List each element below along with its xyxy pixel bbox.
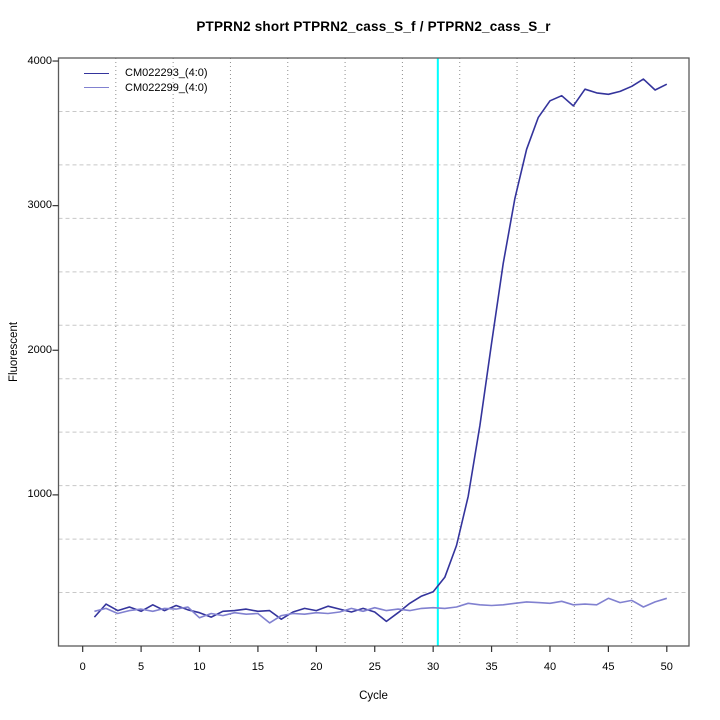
x-tick-label: 10 bbox=[193, 661, 206, 673]
x-tick-label: 20 bbox=[310, 661, 323, 673]
x-tick-label: 40 bbox=[543, 661, 557, 673]
legend-label-series-2: CM022299_(4:0) bbox=[125, 81, 208, 94]
x-tick-label: 0 bbox=[79, 661, 86, 673]
series-curve-1 bbox=[93, 78, 668, 623]
x-tick-label: 45 bbox=[602, 661, 615, 673]
series-curve-2 bbox=[94, 597, 668, 624]
legend-label-series-1: CM022293_(4:0) bbox=[125, 67, 208, 80]
x-tick-label: 30 bbox=[427, 661, 440, 673]
chart-title: PTPRN2 short PTPRN2_cass_S_f / PTPRN2_ca… bbox=[196, 19, 551, 34]
x-tick-label: 25 bbox=[368, 661, 381, 673]
series-2-line-swatch bbox=[84, 87, 109, 89]
y-tick-label: 2000 bbox=[27, 343, 52, 356]
x-tick-label: 35 bbox=[485, 661, 498, 673]
y-tick-label: 1000 bbox=[27, 488, 52, 501]
x-tick-label: 50 bbox=[660, 661, 673, 673]
legend-item: CM022293_(4:0) bbox=[84, 66, 208, 81]
x-tick-label: 5 bbox=[138, 661, 145, 673]
series-1-line-swatch bbox=[84, 72, 109, 74]
x-axis-label: Cycle bbox=[359, 690, 388, 702]
y-tick-label: 4000 bbox=[27, 54, 52, 67]
legend-item: CM022299_(4:0) bbox=[84, 81, 208, 96]
y-tick-label: 3000 bbox=[27, 199, 52, 212]
plot-box-border bbox=[57, 57, 690, 647]
legend: CM022293_(4:0) CM022299_(4:0) bbox=[84, 66, 208, 95]
x-tick-label: 15 bbox=[251, 661, 265, 673]
